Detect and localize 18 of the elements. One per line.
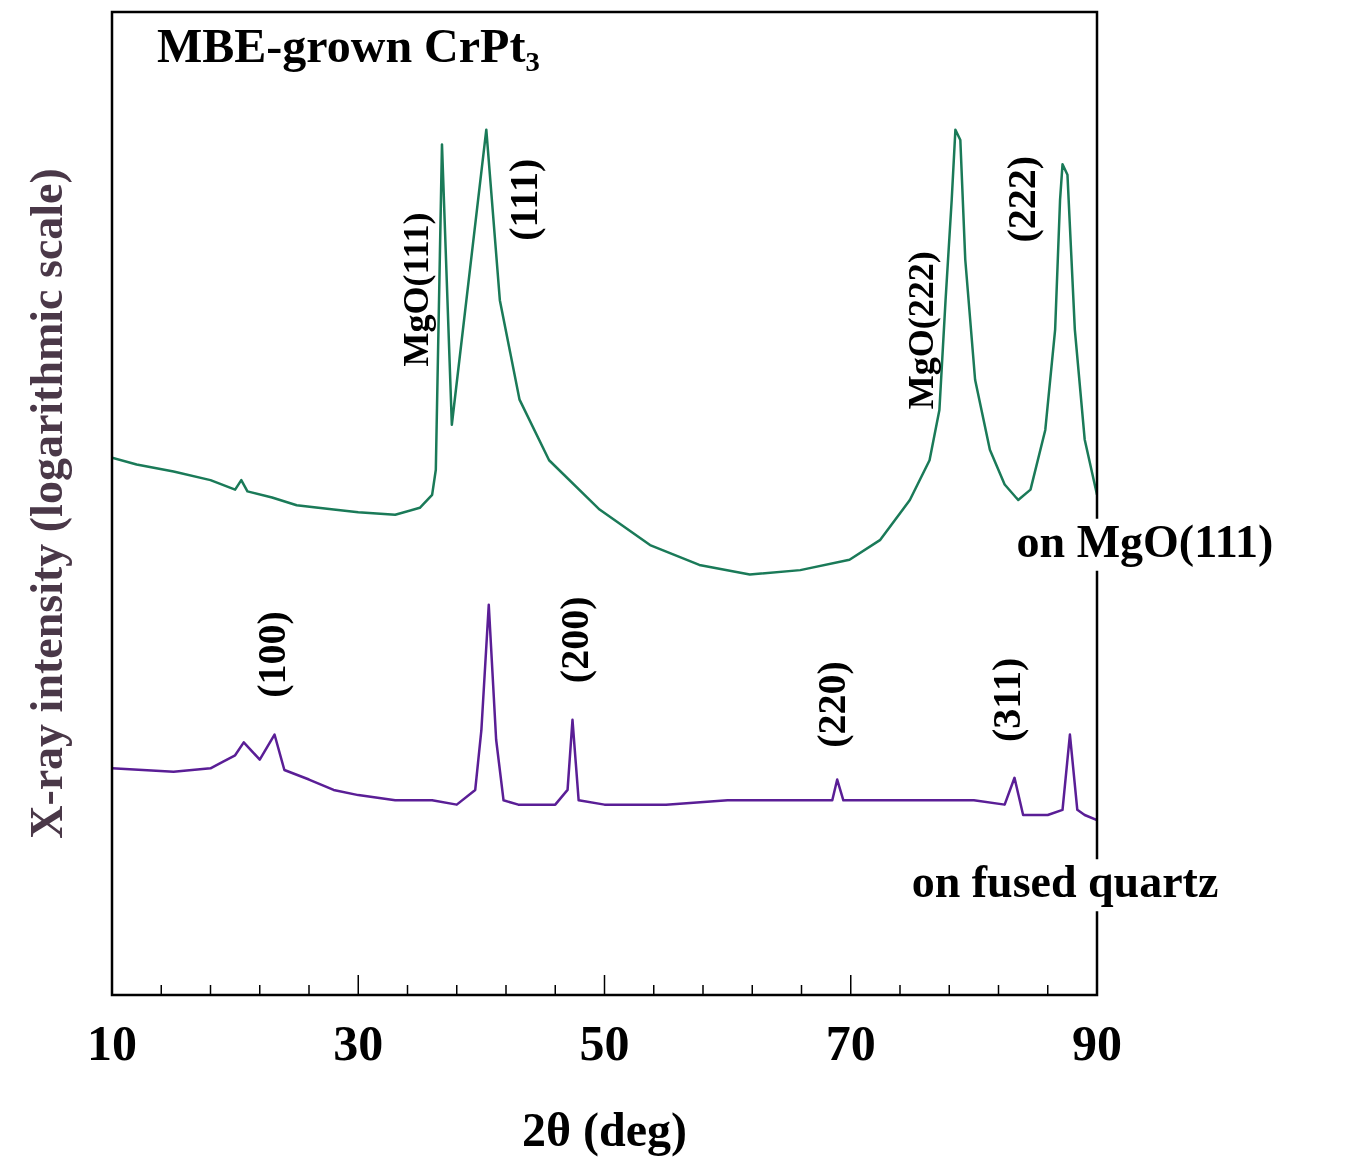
chart-title: MBE-grown CrPt₃ (157, 19, 540, 73)
x-tick-label: 10 (87, 1014, 137, 1071)
x-axis-title: 2θ (deg) (521, 1102, 688, 1157)
annotation: MgO(111) (396, 212, 437, 367)
annotation: (220) (808, 661, 854, 748)
annotation: (200) (551, 596, 597, 684)
annotation: (100) (248, 611, 294, 698)
x-tick-label: 50 (579, 1014, 630, 1071)
annotation: (222) (998, 155, 1044, 243)
annotation: MgO(222) (900, 251, 941, 410)
annotation: (111) (500, 158, 546, 241)
annotation: (311) (983, 657, 1029, 743)
x-tick-label: 70 (825, 1014, 876, 1071)
series-label: on MgO(111) (1016, 515, 1274, 567)
y-axis-title: X-ray intensity (logarithmic scale) (20, 168, 72, 839)
x-tick-label: 30 (333, 1014, 384, 1071)
x-tick-label: 90 (1072, 1014, 1122, 1071)
series-label: on fused quartz (911, 856, 1219, 908)
